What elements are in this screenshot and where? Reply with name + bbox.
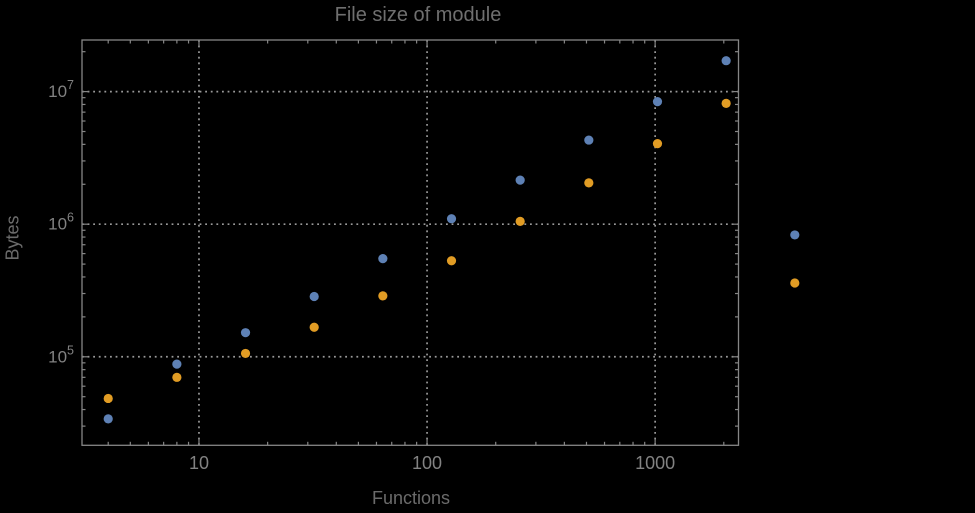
data-point-series-blue bbox=[721, 56, 731, 66]
data-point-series-blue bbox=[172, 359, 182, 369]
x-tick-label: 10 bbox=[189, 453, 209, 473]
plot-frame bbox=[81, 39, 740, 446]
data-point-series-orange bbox=[652, 139, 663, 149]
y-tick-label: 106 bbox=[48, 211, 74, 234]
data-point-series-blue bbox=[652, 97, 663, 107]
y-tick-label: 107 bbox=[48, 78, 74, 101]
data-point-series-orange bbox=[790, 278, 800, 288]
y-axis-label: Bytes bbox=[2, 215, 23, 261]
data-point-series-orange bbox=[103, 393, 113, 404]
data-point-series-blue bbox=[584, 135, 594, 145]
data-point-series-orange bbox=[515, 216, 525, 226]
data-point-series-orange bbox=[240, 348, 251, 359]
data-point-series-blue bbox=[378, 254, 388, 264]
x-axis-label: Functions bbox=[371, 488, 451, 508]
x-tick-label: 100 bbox=[412, 453, 442, 473]
data-point-series-blue bbox=[790, 230, 800, 240]
data-point-series-orange bbox=[721, 98, 731, 108]
data-point-series-orange bbox=[446, 256, 457, 266]
data-point-series-orange bbox=[172, 372, 182, 382]
data-point-series-blue bbox=[309, 291, 319, 302]
data-point-series-orange bbox=[378, 291, 388, 301]
data-point-series-orange bbox=[309, 322, 319, 332]
data-point-series-blue bbox=[515, 175, 525, 185]
data-point-series-orange bbox=[584, 178, 594, 188]
chart-title: File size of module bbox=[334, 4, 502, 26]
x-tick-label: 1000 bbox=[635, 453, 675, 473]
data-point-series-blue bbox=[446, 214, 457, 224]
data-point-series-blue bbox=[240, 328, 251, 338]
data-point-series-blue bbox=[103, 414, 113, 424]
y-tick-label: 105 bbox=[48, 343, 74, 366]
